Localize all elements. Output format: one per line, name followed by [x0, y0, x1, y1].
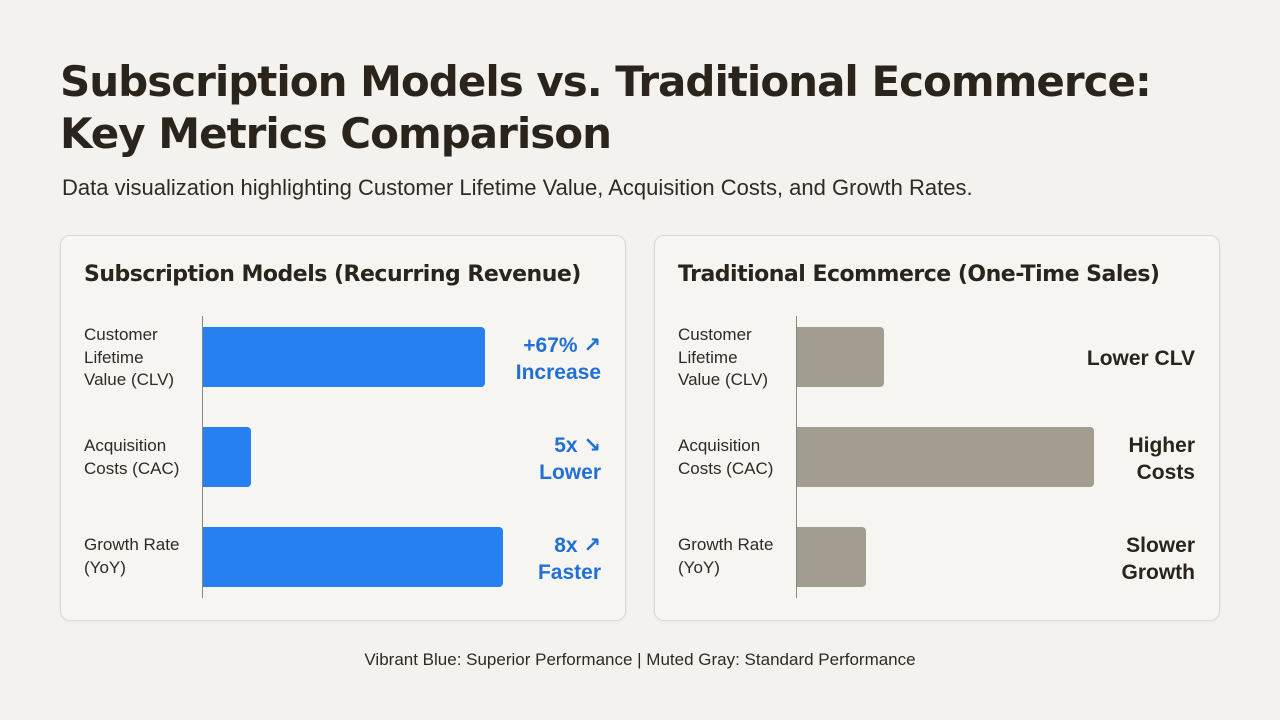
traditional-chart-title: Traditional Ecommerce (One-Time Sales) — [678, 262, 1160, 287]
arrow-up-right-icon: ↗ — [583, 534, 601, 557]
traditional-label-cac: Acquisition Costs (CAC) — [678, 435, 793, 480]
traditional-stat-growth: Slower Growth — [1122, 532, 1196, 586]
traditional-bar-clv — [797, 327, 884, 387]
page-title-line-1: Subscription Models vs. Traditional Ecom… — [60, 57, 1152, 106]
subscription-stat-cac-label: Lower — [539, 461, 601, 484]
traditional-label-growth: Growth Rate (YoY) — [678, 534, 793, 579]
subscription-stat-clv-label: Increase — [515, 361, 601, 384]
page-title-line-2: Key Metrics Comparison — [60, 109, 612, 158]
subscription-stat-cac-number: 5x — [554, 434, 578, 457]
subscription-chart-title: Subscription Models (Recurring Revenue) — [84, 262, 581, 287]
traditional-label-clv-line-3: Value (CLV) — [678, 370, 769, 389]
subscription-stat-growth-value: 8x ↗ — [538, 532, 601, 559]
subscription-axis-line — [202, 316, 203, 598]
page-title: Subscription Models vs. Traditional Ecom… — [60, 56, 1220, 160]
subscription-label-growth-line-2: (YoY) — [84, 557, 126, 577]
subscription-label-cac-line-1: Acquisition — [84, 436, 167, 455]
subscription-bar-growth — [203, 527, 503, 587]
traditional-label-cac-line-2: Costs (CAC) — [678, 458, 774, 478]
subscription-stat-cac-value: 5x ↘ — [539, 432, 601, 459]
subscription-label-cac: Acquisition Costs (CAC) — [84, 435, 199, 480]
subscription-chart-panel: Subscription Models (Recurring Revenue) … — [60, 235, 626, 621]
subscription-label-cac-line-2: Costs (CAC) — [84, 458, 180, 478]
subscription-label-growth: Growth Rate (YoY) — [84, 534, 199, 579]
traditional-stat-growth-line-2: Growth — [1121, 561, 1196, 584]
subscription-label-clv: Customer Lifetime Value (CLV) — [84, 324, 199, 392]
traditional-label-clv-line-1: Customer — [678, 325, 752, 344]
page-subtitle: Data visualization highlighting Customer… — [62, 175, 973, 200]
traditional-stat-cac-line-1: Higher — [1128, 434, 1195, 457]
subscription-stat-growth: 8x ↗ Faster — [538, 532, 601, 586]
subscription-stat-clv-value: +67% ↗ — [516, 332, 601, 359]
legend-footer: Vibrant Blue: Superior Performance | Mut… — [364, 650, 916, 669]
subscription-stat-cac: 5x ↘ Lower — [539, 432, 601, 486]
subscription-stat-growth-label: Faster — [537, 561, 601, 584]
arrow-up-right-icon: ↗ — [583, 334, 601, 357]
subscription-bar-cac — [203, 427, 251, 487]
traditional-stat-cac: Higher Costs — [1128, 432, 1195, 486]
subscription-stat-growth-number: 8x — [554, 534, 578, 557]
traditional-stat-cac-line-2: Costs — [1136, 461, 1195, 484]
subscription-bar-clv — [203, 327, 485, 387]
traditional-bar-growth — [797, 527, 866, 587]
subscription-label-growth-line-1: Growth Rate — [84, 535, 180, 554]
traditional-stat-clv-line-1: Lower CLV — [1086, 347, 1195, 370]
traditional-chart-panel: Traditional Ecommerce (One-Time Sales) C… — [654, 235, 1220, 621]
traditional-bar-cac — [797, 427, 1094, 487]
traditional-label-clv-line-2: Lifetime — [678, 347, 738, 367]
subscription-stat-clv: +67% ↗ Increase — [516, 332, 601, 386]
subscription-label-clv-line-1: Customer — [84, 325, 158, 344]
traditional-label-growth-line-2: (YoY) — [678, 557, 720, 577]
traditional-stat-growth-line-1: Slower — [1126, 534, 1195, 557]
traditional-label-cac-line-1: Acquisition — [678, 436, 761, 455]
subscription-stat-clv-number: +67% — [523, 334, 578, 357]
traditional-label-growth-line-1: Growth Rate — [678, 535, 774, 554]
arrow-down-right-icon: ↘ — [583, 434, 601, 457]
traditional-axis-line — [796, 316, 797, 598]
subscription-label-clv-line-3: Value (CLV) — [84, 370, 175, 389]
subscription-label-clv-line-2: Lifetime — [84, 347, 144, 367]
traditional-label-clv: Customer Lifetime Value (CLV) — [678, 324, 793, 392]
traditional-stat-clv: Lower CLV — [1087, 345, 1195, 372]
